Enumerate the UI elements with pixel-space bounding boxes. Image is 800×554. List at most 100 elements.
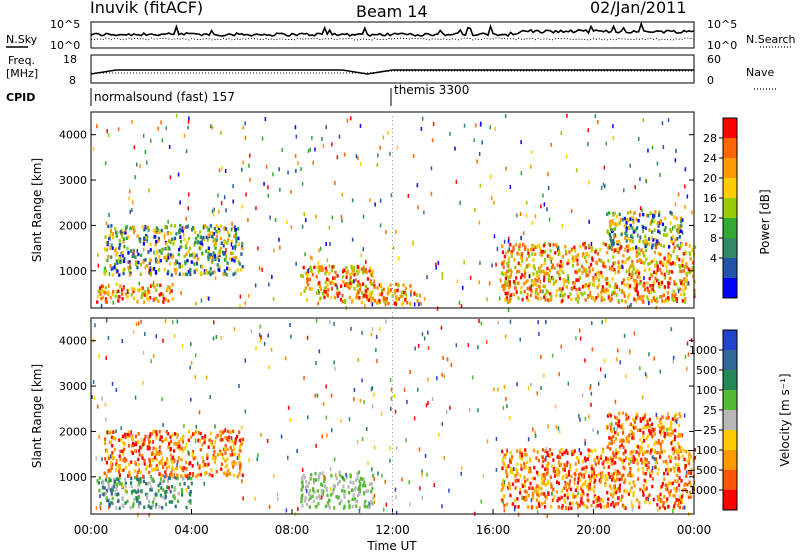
heatmap-cell: [622, 473, 625, 477]
heatmap-cell: [365, 259, 367, 264]
heatmap-cell: [176, 442, 178, 446]
heatmap-cell: [345, 475, 348, 479]
heatmap-cell: [137, 432, 140, 436]
heatmap-cell: [684, 297, 687, 301]
heatmap-cell: [668, 455, 671, 459]
heatmap-cell: [178, 230, 181, 235]
heatmap-cell: [132, 289, 135, 294]
heatmap-cell: [168, 247, 171, 251]
heatmap-cell: [534, 277, 537, 282]
heatmap-cell: [239, 294, 242, 299]
heatmap-cell: [635, 416, 638, 420]
heatmap-cell: [578, 503, 581, 508]
heatmap-cell: [585, 465, 588, 469]
colorbar-tick-label: 25: [703, 404, 717, 417]
heatmap-cell: [589, 384, 592, 388]
heatmap-cell: [363, 491, 366, 496]
heatmap-cell: [676, 255, 679, 259]
heatmap-cell: [115, 459, 118, 463]
heatmap-cell: [642, 229, 644, 234]
heatmap-cell: [505, 296, 508, 300]
heatmap-cell: [576, 258, 579, 262]
heatmap-cell: [409, 302, 412, 306]
heatmap-cell: [588, 282, 591, 286]
heatmap-cell: [187, 438, 190, 442]
heatmap-cell: [612, 239, 615, 243]
heatmap-cell: [576, 485, 579, 490]
heatmap-cell: [347, 499, 350, 504]
heatmap-cell: [677, 442, 680, 446]
heatmap-cell: [155, 288, 158, 292]
heatmap-cell: [646, 449, 649, 454]
heatmap-cell: [418, 447, 421, 452]
heatmap-cell: [106, 241, 109, 245]
heatmap-cell: [169, 447, 172, 451]
heatmap-cell: [103, 441, 107, 446]
heatmap-cell: [169, 262, 172, 266]
heatmap-cell: [636, 275, 639, 279]
heatmap-cell: [117, 492, 120, 496]
heatmap-cell: [297, 507, 299, 511]
heatmap-cell: [493, 234, 496, 239]
heatmap-cell: [178, 262, 181, 266]
heatmap-cell: [602, 264, 605, 268]
heatmap-cell: [144, 224, 147, 229]
heatmap-cell: [646, 295, 649, 299]
heatmap-cell: [612, 454, 615, 458]
heatmap-cell: [231, 452, 234, 457]
heatmap-cell: [169, 231, 173, 236]
heatmap-cell: [112, 455, 115, 460]
heatmap-cell: [220, 467, 223, 471]
heatmap-cell: [629, 223, 632, 228]
heatmap-cell: [672, 226, 674, 231]
heatmap-cell: [157, 228, 160, 232]
heatmap-cell: [378, 292, 381, 297]
heatmap-cell: [607, 457, 610, 462]
heatmap-cell: [166, 256, 170, 260]
heatmap-cell: [623, 188, 625, 193]
heatmap-cell: [625, 239, 628, 243]
heatmap-cell: [643, 487, 646, 492]
heatmap-cell: [173, 472, 175, 477]
heatmap-cell: [285, 508, 288, 513]
heatmap-cell: [590, 391, 593, 396]
heatmap-cell: [555, 279, 558, 284]
heatmap-cell: [205, 249, 208, 253]
heatmap-cell: [318, 265, 321, 269]
heatmap-cell: [380, 283, 382, 288]
heatmap-cell: [678, 246, 681, 250]
heatmap-cell: [389, 458, 391, 463]
heatmap-cell: [103, 266, 106, 271]
heatmap-cell: [307, 481, 311, 485]
heatmap-cell: [98, 353, 100, 358]
heatmap-cell: [548, 447, 552, 452]
heatmap-cell: [585, 252, 588, 256]
heatmap-cell: [614, 271, 617, 275]
heatmap-cell: [676, 244, 679, 248]
heatmap-cell: [111, 232, 115, 236]
heatmap-cell: [671, 240, 674, 244]
velocity-heatmap: [91, 318, 697, 518]
heatmap-cell: [660, 484, 663, 489]
heatmap-cell: [133, 250, 135, 255]
heatmap-cell: [627, 218, 630, 223]
heatmap-cell: [532, 258, 535, 262]
heatmap-cell: [195, 424, 197, 429]
heatmap-cell: [177, 442, 180, 446]
heatmap-cell: [608, 436, 611, 440]
heatmap-cell: [651, 243, 654, 247]
heatmap-cell: [645, 179, 648, 184]
heatmap-cell: [564, 473, 567, 477]
heatmap-cell: [177, 252, 180, 257]
heatmap-cell: [560, 506, 563, 510]
heatmap-cell: [149, 271, 153, 276]
heatmap-cell: [289, 417, 292, 422]
heatmap-cell: [121, 253, 124, 258]
heatmap-cell: [655, 412, 658, 417]
heatmap-cell: [141, 454, 144, 458]
heatmap-cell: [183, 424, 185, 429]
colorbar-tick-label: 100: [696, 384, 717, 397]
heatmap-cell: [578, 448, 581, 452]
heatmap-cell: [600, 298, 603, 303]
heatmap-cell: [155, 334, 157, 339]
